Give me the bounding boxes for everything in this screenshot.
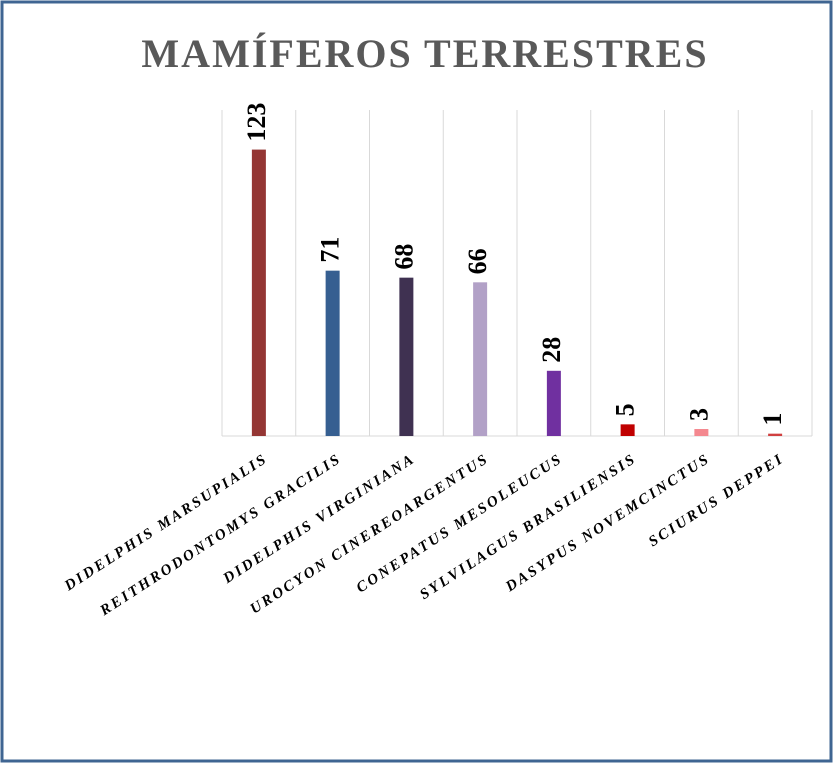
bar xyxy=(325,270,340,436)
data-label: 28 xyxy=(537,337,566,363)
data-label: 123 xyxy=(242,103,271,142)
data-label: 1 xyxy=(758,413,787,426)
data-label: 68 xyxy=(389,244,418,270)
data-label: 5 xyxy=(611,403,640,416)
bar xyxy=(251,149,266,437)
bar xyxy=(768,433,783,436)
data-label: 66 xyxy=(463,248,492,274)
bar xyxy=(473,282,488,436)
bar xyxy=(620,424,635,436)
bar xyxy=(694,429,709,436)
data-label: 71 xyxy=(316,237,345,263)
chart-title: MAMÍFEROS TERRESTRES xyxy=(141,31,708,76)
bar xyxy=(399,277,414,436)
data-label: 3 xyxy=(684,408,713,421)
bar xyxy=(546,370,561,436)
